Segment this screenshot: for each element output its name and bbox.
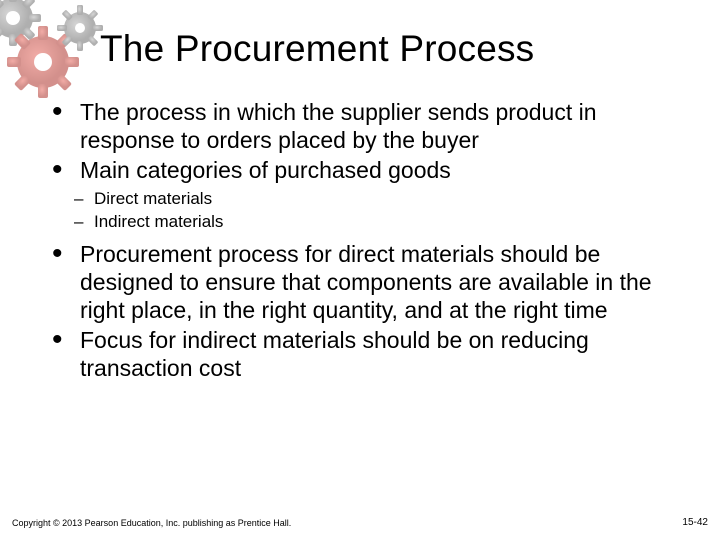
page-number: 15-42	[682, 517, 708, 528]
bullet-text: Main categories of purchased goods	[80, 157, 451, 183]
bullet-list: Procurement process for direct materials…	[48, 240, 680, 382]
bullet-list: The process in which the supplier sends …	[48, 98, 680, 184]
slide-title: The Procurement Process	[100, 28, 680, 70]
bullet-item: Main categories of purchased goods	[48, 156, 680, 184]
sub-bullet-wrap: Direct materials Indirect materials	[40, 188, 680, 234]
copyright-text: Copyright © 2013 Pearson Education, Inc.…	[12, 518, 291, 528]
bullet-text: The process in which the supplier sends …	[80, 99, 597, 153]
bullet-item: The process in which the supplier sends …	[48, 98, 680, 154]
sub-bullet-list: Direct materials Indirect materials	[72, 188, 680, 234]
bullet-text: Focus for indirect materials should be o…	[80, 327, 589, 381]
bullet-item: Procurement process for direct materials…	[48, 240, 680, 324]
sub-bullet-item: Indirect materials	[72, 211, 680, 234]
sub-bullet-item: Direct materials	[72, 188, 680, 211]
bullet-text: Procurement process for direct materials…	[80, 241, 652, 323]
bullet-item: Focus for indirect materials should be o…	[48, 326, 680, 382]
footer: Copyright © 2013 Pearson Education, Inc.…	[12, 517, 708, 528]
slide-content: The Procurement Process The process in w…	[0, 0, 720, 382]
